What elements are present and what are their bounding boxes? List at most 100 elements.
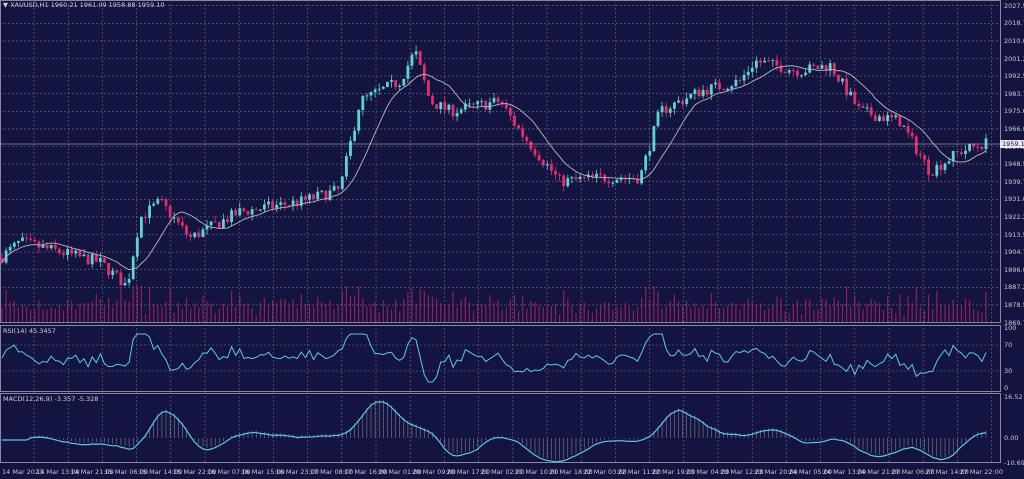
- candle-body: [541, 160, 545, 166]
- candle-body: [705, 89, 709, 95]
- candle-body: [357, 110, 361, 131]
- candle-body: [418, 51, 422, 65]
- candle-body: [336, 186, 340, 189]
- candle-body: [820, 65, 824, 69]
- candle-body: [955, 150, 959, 153]
- candle-body: [890, 114, 894, 118]
- candle-body: [193, 232, 197, 237]
- candle-body: [386, 81, 389, 87]
- macd-label: MACD(12,26,9) -3.357 -5.328: [3, 395, 99, 403]
- candle-body: [714, 82, 717, 85]
- candle-body: [759, 60, 762, 63]
- candle-body: [697, 89, 701, 97]
- candle-body: [291, 200, 295, 206]
- candle-body: [673, 102, 676, 109]
- candle-body: [29, 238, 33, 240]
- candle-body: [468, 103, 471, 105]
- candle-body: [873, 115, 877, 122]
- candle-body: [480, 101, 484, 103]
- candle-body: [140, 216, 143, 238]
- candle-body: [324, 190, 328, 201]
- price-axis-label: 1878.50: [1004, 300, 1024, 309]
- time-axis-label: 23 Mar 12:00: [720, 468, 764, 476]
- candle-body: [816, 65, 820, 69]
- candle-body: [209, 221, 213, 226]
- candle-body: [591, 174, 594, 177]
- candle-body: [144, 216, 147, 218]
- candle-body: [271, 201, 274, 209]
- price-axis-label: 1966.00: [1004, 124, 1024, 133]
- candle-body: [25, 237, 28, 239]
- candle-body: [312, 194, 315, 199]
- candle-body: [755, 60, 758, 68]
- candle-body: [599, 173, 602, 175]
- candle-body: [681, 100, 684, 105]
- candle-body: [837, 74, 840, 82]
- rsi-line: [1, 333, 987, 383]
- time-axis-label: 23 Mar 04:00: [686, 468, 730, 476]
- candle-body: [90, 254, 94, 265]
- candle-body: [623, 178, 627, 180]
- candle-body: [701, 89, 705, 97]
- candle-body: [869, 107, 873, 116]
- current-price-tag: 1959.10: [1000, 140, 1024, 148]
- price-axis-label: 1896.00: [1004, 265, 1024, 274]
- candle-body: [513, 115, 516, 126]
- candle-body: [767, 60, 771, 62]
- candle-body: [640, 170, 643, 184]
- candle-body: [919, 153, 922, 156]
- candle-body: [361, 96, 365, 111]
- candle-body: [377, 88, 381, 90]
- candle-body: [582, 176, 586, 178]
- candle-body: [845, 78, 848, 96]
- candle-body: [275, 204, 279, 209]
- price-axis-label: 1887.25: [1004, 283, 1024, 292]
- candle-body: [78, 250, 82, 257]
- time-axis-label: 22 Mar 11:00: [617, 468, 661, 476]
- time-axis-label: 15 Mar 22:00: [173, 468, 217, 476]
- candle-body: [832, 63, 836, 75]
- price-axis-label: 2018.75: [1004, 19, 1024, 28]
- candle-body: [263, 204, 266, 210]
- candle-body: [853, 91, 857, 104]
- rsi-axis-label: 100: [1004, 324, 1017, 332]
- candle-body: [861, 106, 865, 108]
- candle-body: [574, 177, 578, 180]
- candle-body: [496, 98, 500, 103]
- candle-body: [160, 198, 164, 200]
- candle-body: [664, 106, 668, 113]
- candle-body: [197, 232, 201, 238]
- candle-body: [750, 67, 754, 72]
- candle-body: [960, 152, 963, 155]
- price-axis-label: 1931.00: [1004, 195, 1024, 204]
- candle-body: [554, 170, 557, 175]
- candle-body: [791, 70, 795, 72]
- candle-body: [205, 225, 209, 230]
- macd-axis-label: 0.00: [1004, 434, 1019, 442]
- candle-body: [504, 104, 508, 109]
- time-axis-label: 24 Mar 21:00: [857, 468, 901, 476]
- candle-body: [709, 84, 713, 95]
- candle-body: [365, 95, 369, 97]
- candle-body: [550, 164, 553, 171]
- candle-body: [332, 186, 336, 191]
- candle-body: [451, 104, 455, 117]
- candle-body: [115, 270, 119, 273]
- time-axis-label: 23 Mar 20:00: [754, 468, 798, 476]
- candle-body: [283, 202, 287, 206]
- candle-body: [652, 126, 656, 152]
- candle-body: [812, 64, 816, 66]
- candle-body: [406, 65, 410, 79]
- candle-body: [41, 245, 45, 248]
- candle-body: [422, 64, 426, 81]
- candle-body: [435, 104, 438, 110]
- candle-body: [53, 244, 57, 249]
- time-axis-label: 27 Mar 14:00: [925, 468, 969, 476]
- candle-body: [250, 209, 254, 215]
- candle-body: [230, 210, 233, 223]
- candle-body: [135, 237, 139, 257]
- time-axis-label: 17 Mar 16:00: [344, 468, 388, 476]
- rsi-axis-label: 30: [1004, 367, 1013, 375]
